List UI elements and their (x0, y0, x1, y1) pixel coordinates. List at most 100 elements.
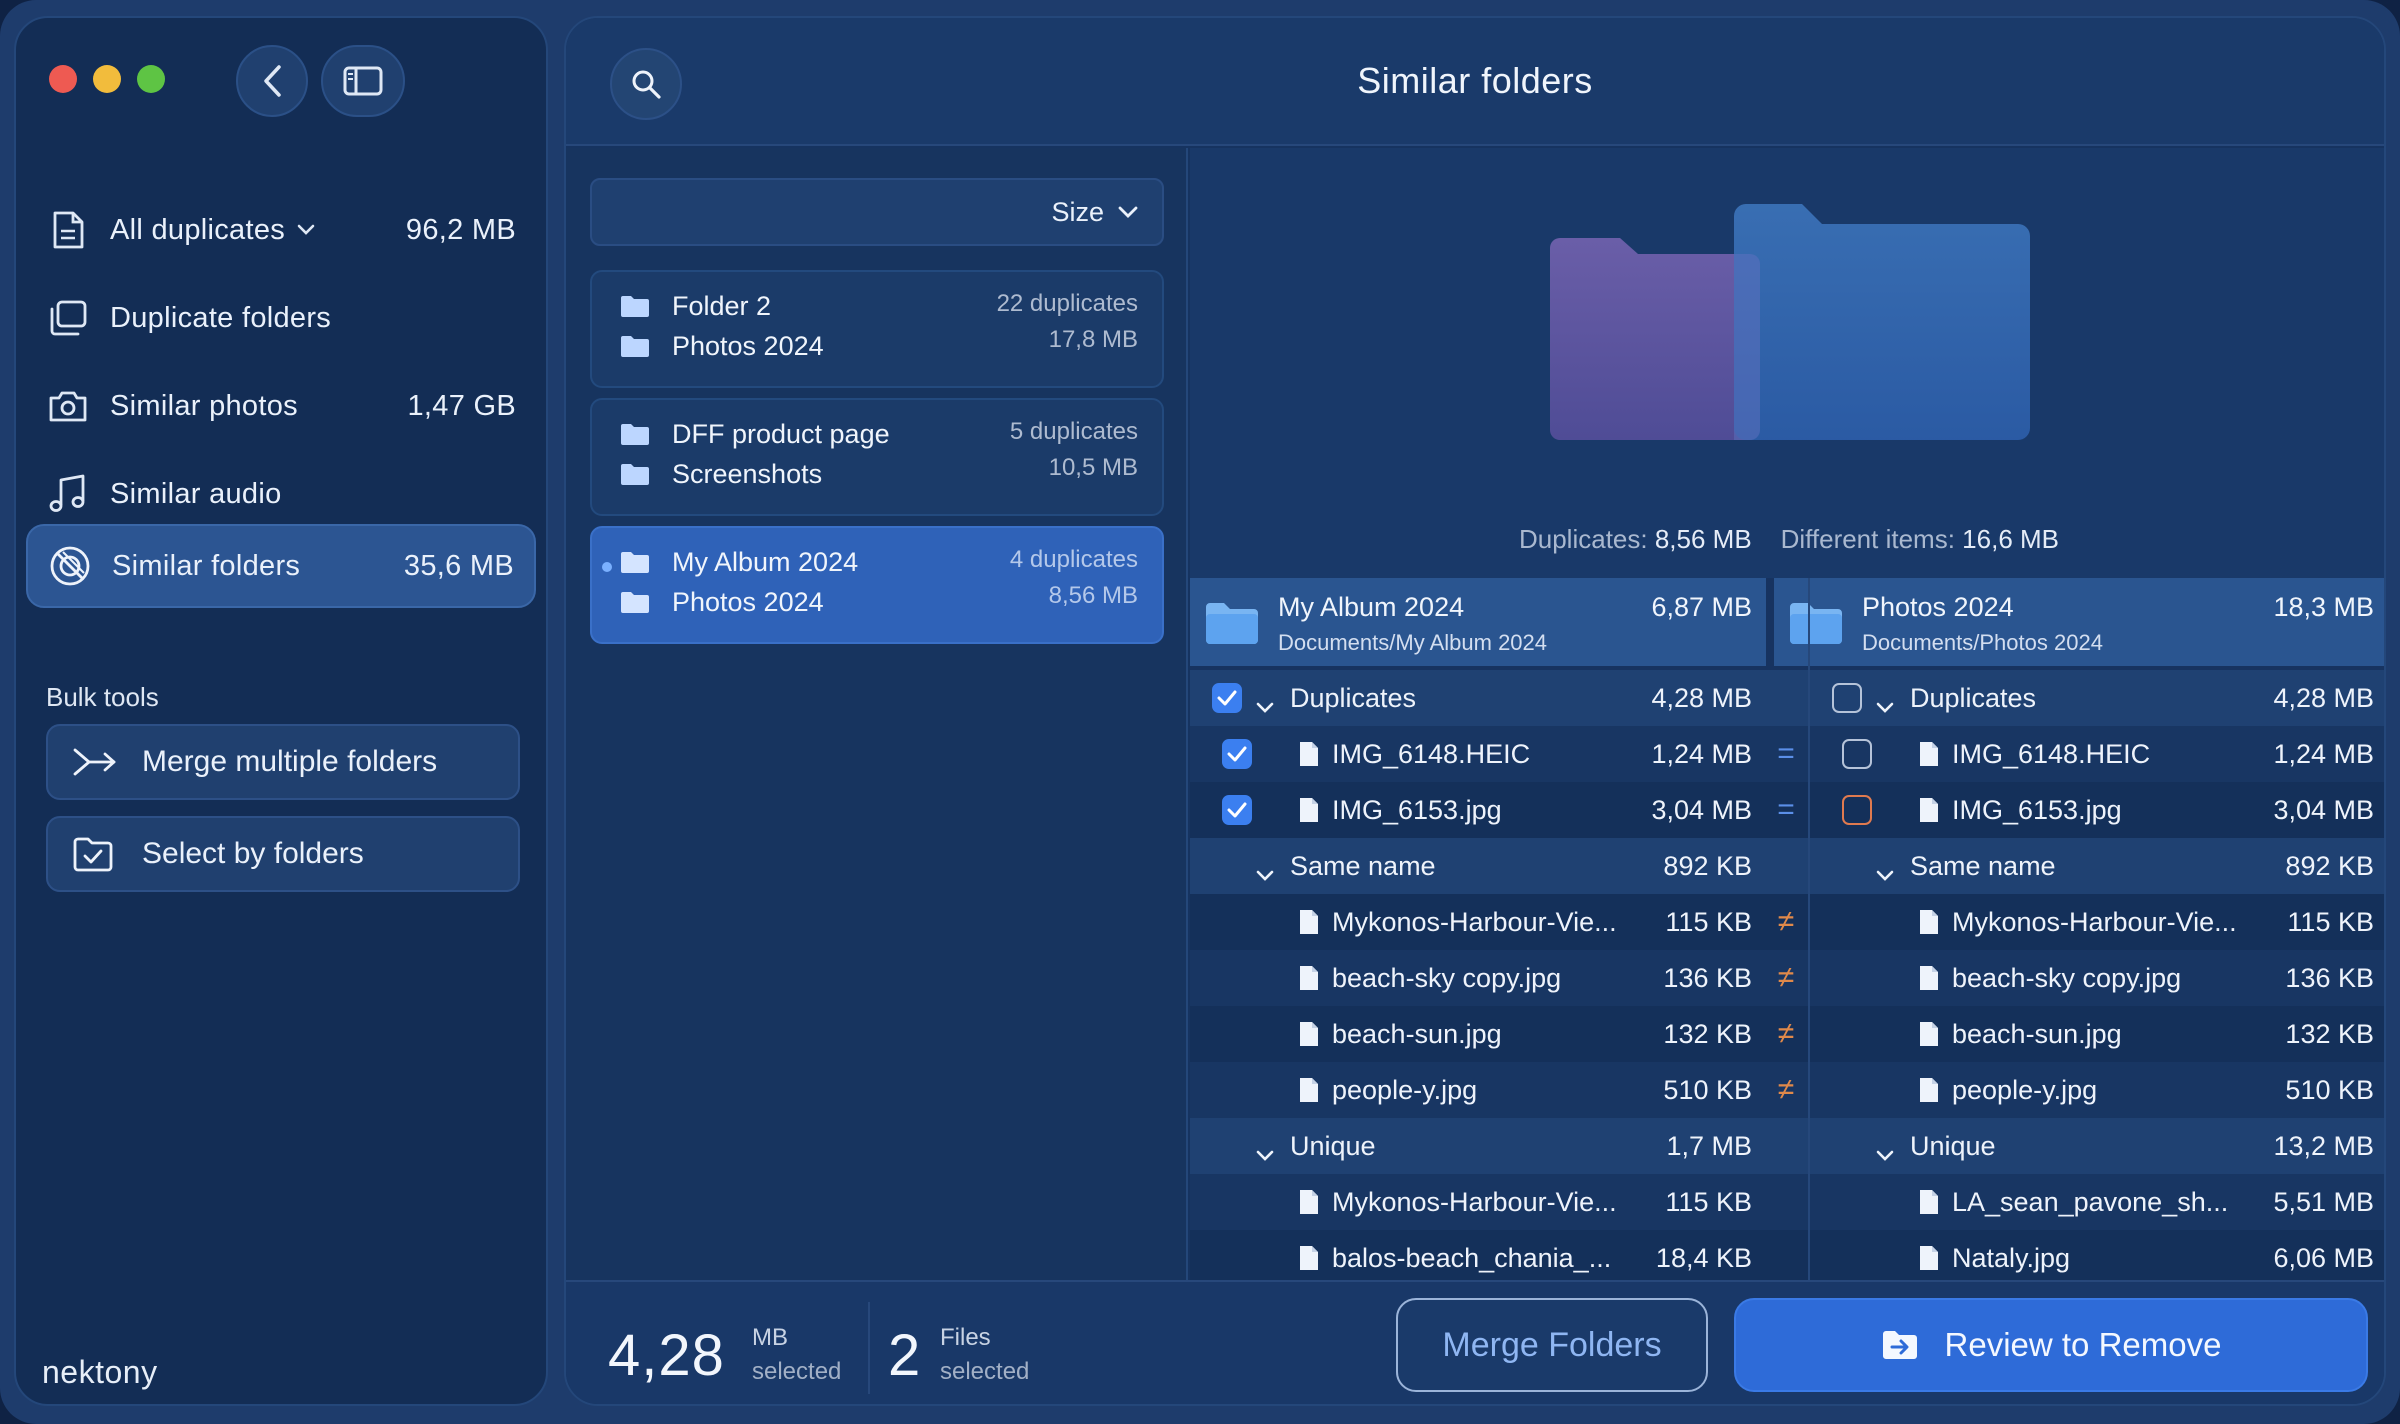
file-row[interactable]: IMG_6148.HEIC 1,24 MB (1810, 726, 2384, 782)
file-row[interactable]: IMG_6148.HEIC 1,24 MB (1190, 726, 1766, 782)
sidebar-item-all-duplicates[interactable]: All duplicates 96,2 MB (26, 188, 536, 272)
sidebar-item-size: 1,47 GB (407, 389, 516, 422)
folder-b-name: Photos 2024 (672, 586, 824, 617)
file-icon (1918, 1188, 1940, 1223)
row-size: 4,28 MB (2273, 682, 2374, 713)
file-row[interactable]: IMG_6153.jpg 3,04 MB (1810, 782, 2384, 838)
file-row[interactable]: people-y.jpg 510 KB (1190, 1062, 1766, 1118)
minimize-window-button[interactable] (93, 65, 121, 93)
chevron-down-icon[interactable] (1876, 1138, 1894, 1169)
duplicates-count: 22 duplicates (996, 290, 1138, 317)
back-button[interactable] (236, 45, 308, 117)
folders-icon (46, 296, 90, 340)
file-row[interactable]: Mykonos-Harbour-Vie... 115 KB (1190, 1174, 1766, 1230)
file-row[interactable]: beach-sky copy.jpg 136 KB (1190, 950, 1766, 1006)
nektony-logo: nektony (42, 1354, 158, 1390)
close-window-button[interactable] (49, 65, 77, 93)
file-row[interactable]: beach-sky copy.jpg 136 KB (1810, 950, 2384, 1006)
file-icon (1298, 964, 1320, 999)
duplicates-count: 5 duplicates (1009, 418, 1138, 445)
duplicates-stat-label: Duplicates: (1518, 524, 1648, 554)
sidebar-item-similar-photos[interactable]: Similar photos 1,47 GB (26, 364, 536, 448)
row-checkbox[interactable] (1222, 795, 1252, 825)
left-folder-size: 6,87 MB (1651, 592, 1752, 622)
row-size: 6,06 MB (2273, 1242, 2374, 1273)
group-label: Duplicates (1290, 682, 1417, 713)
table-row (1190, 1230, 2384, 1286)
music-note-icon (46, 472, 90, 516)
row-checkbox[interactable] (1222, 739, 1252, 769)
file-row[interactable]: balos-beach_chania_... 18,4 KB (1190, 1230, 1766, 1286)
folder-b-name: Screenshots (672, 458, 823, 489)
row-size: 4,28 MB (1651, 682, 1752, 713)
right-folder-path: Documents/Photos 2024 (1862, 630, 2103, 655)
file-row[interactable]: Mykonos-Harbour-Vie... 115 KB (1190, 894, 1766, 950)
file-name: balos-beach_chania_... (1332, 1242, 1612, 1273)
group-row[interactable]: Duplicates 4,28 MB (1190, 670, 1766, 726)
folder-pair-card[interactable]: Folder 2 Photos 2024 22 duplicates 17,8 … (590, 270, 1164, 388)
chevron-down-icon[interactable] (1256, 1138, 1274, 1169)
folder-icon (620, 590, 650, 614)
selected-size-caption: selected (752, 1358, 842, 1385)
group-row[interactable]: Same name 892 KB (1190, 838, 1766, 894)
chevron-down-icon[interactable] (1876, 690, 1894, 721)
search-icon (632, 70, 661, 99)
file-row[interactable]: beach-sun.jpg 132 KB (1810, 1006, 2384, 1062)
file-name: beach-sun.jpg (1952, 1018, 2122, 1049)
left-folder-name: My Album 2024 (1278, 592, 1465, 622)
left-folder-path: Documents/My Album 2024 (1278, 630, 1548, 655)
table-row (1190, 1062, 2384, 1118)
row-checkbox[interactable] (1212, 683, 1242, 713)
folder-pairs-list: Size Folder 2 Photos 2024 22 duplicates … (566, 148, 1188, 1280)
sort-dropdown[interactable]: Size (590, 178, 1164, 246)
merge-multiple-folders-button[interactable]: Merge multiple folders (46, 724, 520, 800)
equal-icon: = (1777, 737, 1795, 770)
file-icon (1918, 740, 1940, 775)
row-checkbox[interactable] (1842, 795, 1872, 825)
folder-b-name: Photos 2024 (672, 330, 824, 361)
select-by-folders-button[interactable]: Select by folders (46, 816, 520, 892)
right-folder-name: Photos 2024 (1862, 592, 2014, 622)
folder-pair-card[interactable]: DFF product page Screenshots 5 duplicate… (590, 398, 1164, 516)
sidebar: All duplicates 96,2 MB Duplicate folders… (14, 16, 548, 1406)
file-row[interactable]: beach-sun.jpg 132 KB (1190, 1006, 1766, 1062)
row-checkbox[interactable] (1842, 739, 1872, 769)
sidebar-item-similar-folders[interactable]: Similar folders 35,6 MB (26, 524, 536, 608)
chevron-down-icon[interactable] (1256, 690, 1274, 721)
chevron-down-icon[interactable] (1256, 858, 1274, 889)
toggle-sidebar-button[interactable] (321, 45, 405, 117)
file-name: IMG_6148.HEIC (1952, 738, 2151, 769)
sidebar-item-size: 96,2 MB (405, 213, 516, 246)
row-checkbox[interactable] (1832, 683, 1862, 713)
row-size: 1,24 MB (2273, 738, 2374, 769)
merge-folders-button[interactable]: Merge Folders (1396, 1298, 1708, 1392)
file-row[interactable]: LA_sean_pavone_sh... 5,51 MB (1810, 1174, 2384, 1230)
group-row[interactable]: Same name 892 KB (1810, 838, 2384, 894)
chevron-down-icon (297, 224, 315, 235)
search-button[interactable] (610, 48, 682, 120)
table-row (1190, 726, 2384, 782)
review-label: Review to Remove (1944, 1326, 2222, 1363)
file-name: beach-sun.jpg (1332, 1018, 1502, 1049)
group-row[interactable]: Unique 1,7 MB (1190, 1118, 1766, 1174)
sidebar-item-duplicate-folders[interactable]: Duplicate folders (26, 276, 536, 360)
sidebar-item-label: Similar folders (112, 549, 301, 582)
table-row (1190, 950, 2384, 1006)
sidebar-item-similar-audio[interactable]: Similar audio (26, 452, 536, 536)
file-row[interactable]: Mykonos-Harbour-Vie... 115 KB (1810, 894, 2384, 950)
zoom-window-button[interactable] (137, 65, 165, 93)
file-icon (1298, 1020, 1320, 1055)
file-row[interactable]: people-y.jpg 510 KB (1810, 1062, 2384, 1118)
folder-icon (620, 422, 650, 446)
review-to-remove-button[interactable]: Review to Remove (1734, 1298, 2368, 1392)
row-size: 132 KB (1663, 1018, 1752, 1049)
file-row[interactable]: IMG_6153.jpg 3,04 MB (1190, 782, 1766, 838)
table-row (1190, 894, 2384, 950)
group-row[interactable]: Duplicates 4,28 MB (1810, 670, 2384, 726)
bulk-tools-title: Bulk tools (46, 682, 159, 712)
chevron-down-icon[interactable] (1876, 858, 1894, 889)
not-equal-icon: ≠ (1777, 961, 1795, 994)
file-row[interactable]: Nataly.jpg 6,06 MB (1810, 1230, 2384, 1286)
folder-pair-card-selected[interactable]: My Album 2024 Photos 2024 4 duplicates 8… (590, 526, 1164, 644)
group-row[interactable]: Unique 13,2 MB (1810, 1118, 2384, 1174)
